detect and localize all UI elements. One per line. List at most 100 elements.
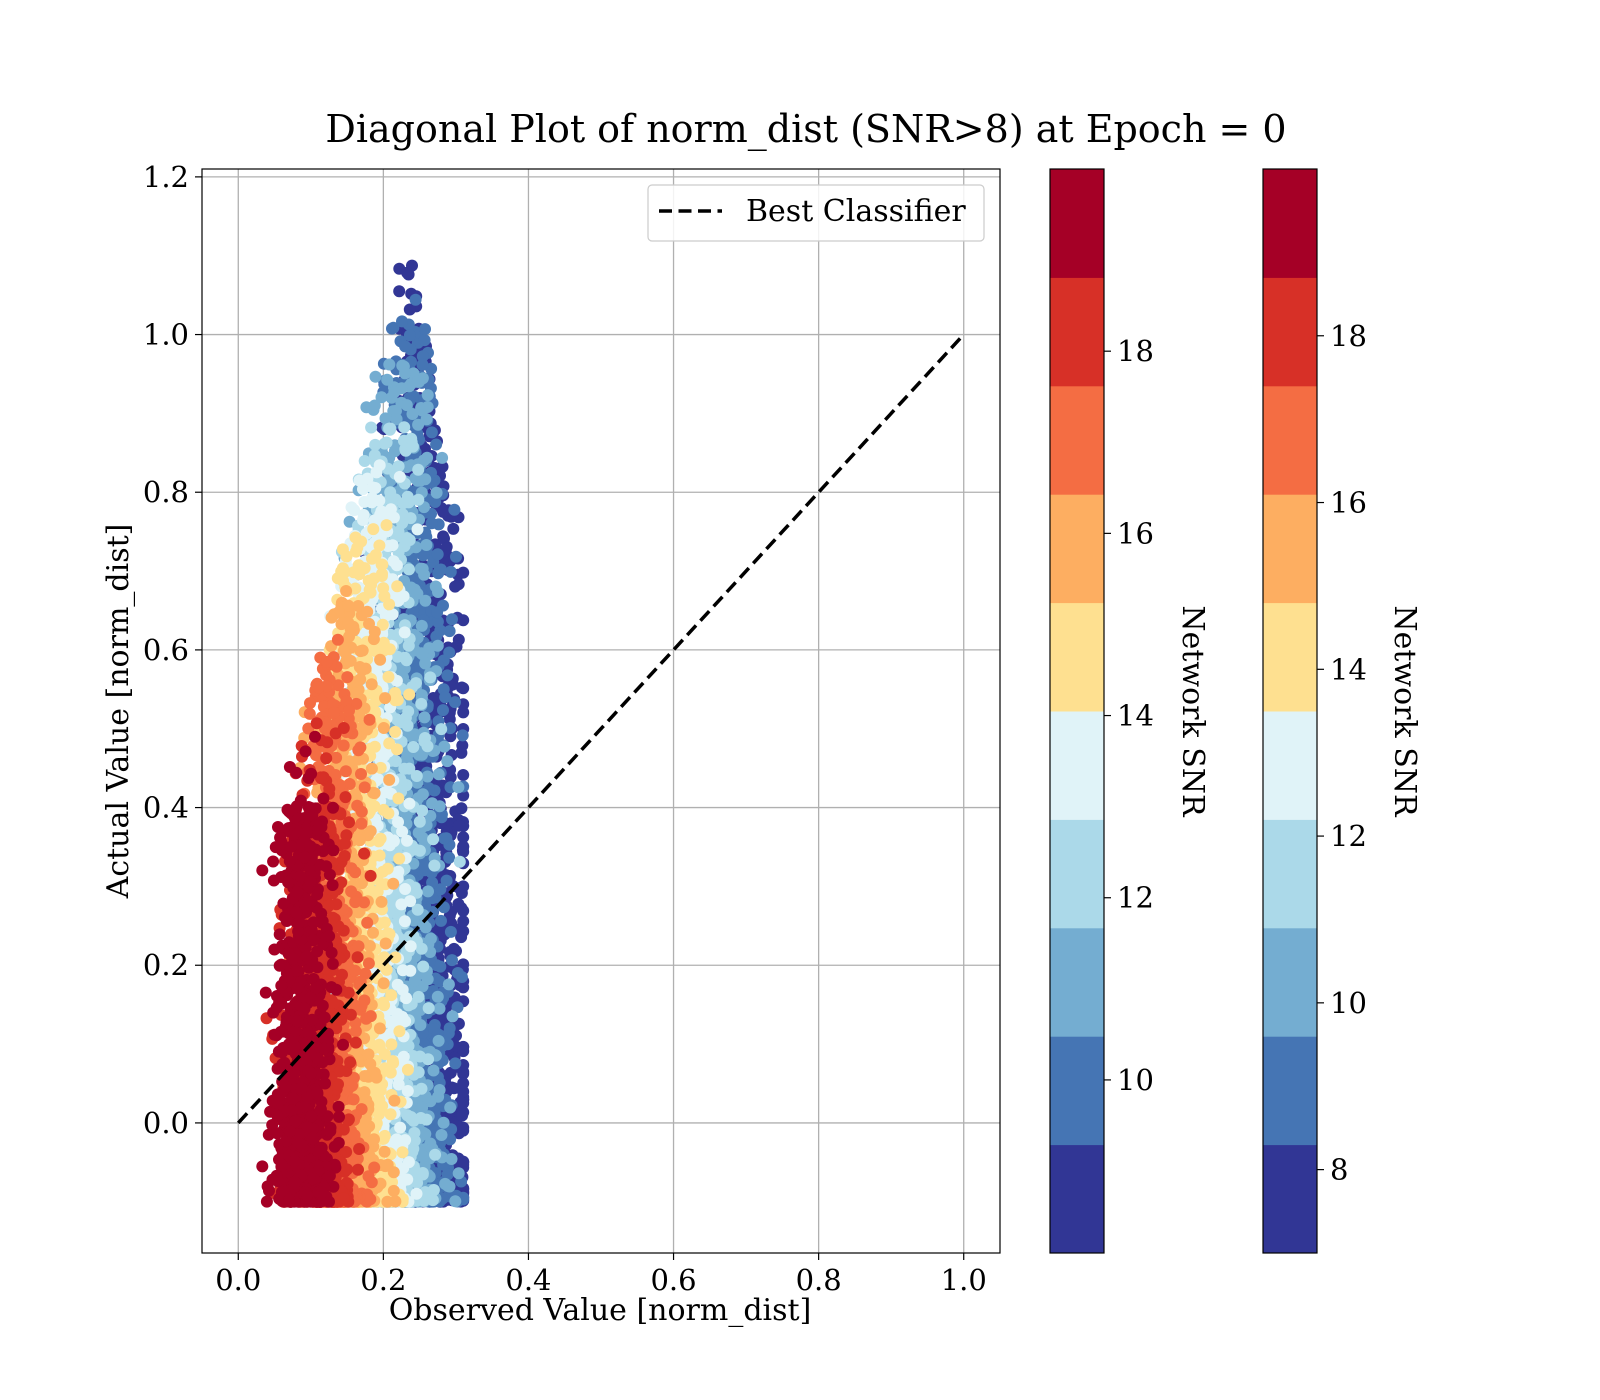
scatter-point xyxy=(443,909,456,922)
scatter-point xyxy=(444,1066,457,1079)
scatter-point xyxy=(416,1150,429,1163)
scatter-point xyxy=(452,633,465,646)
scatter-point xyxy=(413,844,426,857)
scatter-point xyxy=(402,705,415,718)
scatter-point xyxy=(447,522,460,535)
scatter-point xyxy=(457,831,470,844)
scatter-point xyxy=(418,711,431,724)
scatter-point xyxy=(422,885,434,898)
scatter-point xyxy=(442,978,455,991)
scatter-point xyxy=(389,725,402,738)
scatter-point xyxy=(420,539,433,551)
scatter-point xyxy=(433,1002,446,1015)
scatter-point xyxy=(428,859,441,872)
scatter-point xyxy=(390,404,402,417)
scatter-point xyxy=(361,472,374,485)
scatter-point xyxy=(403,762,416,775)
scatter-point xyxy=(450,550,462,563)
scatter-point xyxy=(418,568,431,581)
scatter-point xyxy=(419,323,431,336)
scatter-point xyxy=(411,375,424,388)
scatter-point xyxy=(436,451,449,464)
scatter-point xyxy=(396,983,409,996)
scatter-point xyxy=(422,1002,435,1015)
scatter-point xyxy=(413,815,426,828)
scatter-point xyxy=(416,358,429,371)
scatter-point xyxy=(369,370,382,383)
scatter-point xyxy=(396,825,409,838)
scatter-point xyxy=(430,486,443,499)
scatter-point xyxy=(424,671,437,684)
scatter-point xyxy=(345,501,358,514)
scatter-point xyxy=(416,788,429,801)
scatter-point xyxy=(452,1167,465,1180)
scatter-point xyxy=(384,422,397,435)
scatter-point xyxy=(398,421,411,434)
scatter-point xyxy=(400,399,413,412)
scatter-point xyxy=(388,445,401,458)
scatter-point xyxy=(402,639,415,652)
scatter-point xyxy=(457,1124,470,1137)
scatter-point xyxy=(456,1109,469,1122)
scatter-point xyxy=(430,438,443,451)
scatter-point xyxy=(456,739,469,752)
scatter-point xyxy=(441,669,454,682)
scatter-point xyxy=(438,832,451,845)
scatter-point xyxy=(398,915,411,928)
plot-area: 0.0 0.2 0.4 0.6 0.8 1.0 0.00.20.40.60.81.01.2 xyxy=(143,160,1001,1297)
scatter-point xyxy=(457,682,470,695)
scatter-point xyxy=(402,1156,415,1169)
scatter-point xyxy=(435,811,448,824)
scatter-point xyxy=(437,505,450,518)
scatter-point xyxy=(401,266,414,279)
scatter-point xyxy=(421,770,434,783)
scatter-point xyxy=(444,925,457,938)
scatter-point xyxy=(448,503,461,516)
scatter-point xyxy=(357,508,370,521)
scatter-point xyxy=(435,1129,448,1141)
scatter-point xyxy=(406,440,419,453)
scatter-point xyxy=(366,492,379,505)
scatter-point xyxy=(426,1194,439,1207)
scatter-point xyxy=(401,719,414,732)
scatter-point xyxy=(433,1084,446,1096)
scatter-point xyxy=(419,921,432,934)
scatter-point xyxy=(396,315,408,328)
scatter-point xyxy=(457,1077,470,1090)
scatter-point xyxy=(399,340,412,353)
scatter-point xyxy=(412,463,425,476)
scatter-point xyxy=(425,426,438,439)
scatter-point xyxy=(401,1085,414,1097)
scatter-point xyxy=(397,497,409,510)
scatter-point xyxy=(373,459,386,472)
scatter-point xyxy=(456,729,469,742)
scatter-point xyxy=(400,654,413,667)
scatter-point xyxy=(403,797,416,810)
scatter-point xyxy=(388,386,401,399)
scatter-point xyxy=(394,1121,407,1134)
scatter-point xyxy=(378,437,391,450)
scatter-point xyxy=(432,1034,445,1047)
scatter-point xyxy=(446,954,458,967)
scatter-point xyxy=(417,960,430,973)
scatter-point xyxy=(369,482,382,494)
scatter-point xyxy=(433,800,446,813)
scatter-point xyxy=(416,831,429,844)
scatter-point xyxy=(443,646,456,659)
scatter-point xyxy=(404,512,417,525)
scatter-point xyxy=(440,874,453,887)
scatter-point xyxy=(429,1148,442,1161)
scatter-point xyxy=(427,833,440,846)
scatter-point xyxy=(448,942,460,955)
scatter-point xyxy=(446,613,458,626)
scatter-point xyxy=(437,530,450,543)
scatter-point xyxy=(449,696,461,709)
scatter-point xyxy=(383,358,396,371)
scatter-point xyxy=(393,285,406,298)
scatter-point xyxy=(410,1187,423,1200)
scatter-point xyxy=(415,697,428,710)
scatter-point xyxy=(434,563,447,576)
scatter-point xyxy=(365,421,378,434)
scatter-point xyxy=(427,1064,440,1077)
scatter-point xyxy=(431,990,444,1003)
